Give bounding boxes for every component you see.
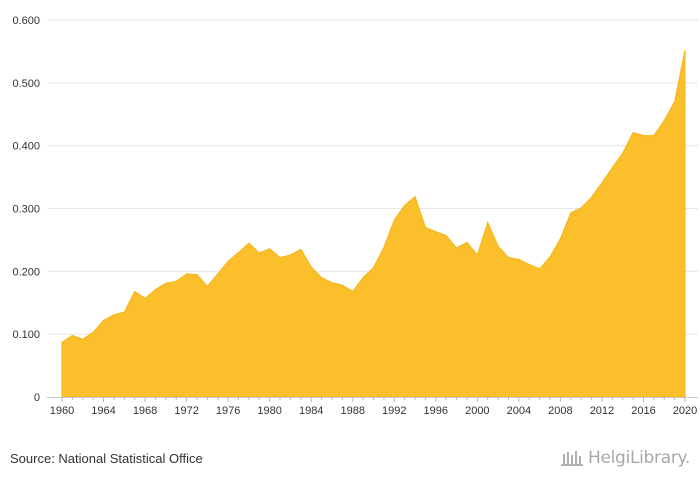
x-axis	[47, 397, 698, 402]
y-tick-label: 0.600	[12, 15, 40, 27]
x-tick-label: 1996	[424, 405, 448, 417]
x-tick-label: 1964	[91, 405, 115, 417]
x-tick-label: 2000	[465, 405, 489, 417]
x-tick-label: 1992	[382, 405, 406, 417]
y-tick-label: 0.200	[12, 266, 40, 278]
y-tick-label: 0.400	[12, 141, 40, 153]
y-tick-label: 0.100	[12, 329, 40, 341]
y-tick-label: 0	[34, 392, 40, 404]
area-series-fill	[61, 50, 686, 398]
brand-logo: HelgiLibrary.	[560, 448, 690, 468]
area-series	[61, 50, 686, 398]
x-tick-label: 1988	[340, 405, 364, 417]
x-tick-label: 2016	[631, 405, 655, 417]
brand-name: HelgiLibrary.	[587, 448, 690, 468]
x-tick-label: 2012	[590, 405, 614, 417]
x-tick-label: 2004	[507, 405, 531, 417]
x-tick-label: 1972	[174, 405, 198, 417]
x-tick-label: 2020	[673, 405, 697, 417]
y-axis-tick-labels: 0 0.100 0.200 0.300 0.400 0.500 0.600	[12, 15, 40, 404]
source-note: Source: National Statistical Office	[10, 451, 203, 466]
x-tick-label: 1968	[133, 405, 157, 417]
x-tick-label: 2008	[548, 405, 572, 417]
x-tick-label: 1984	[299, 405, 323, 417]
area-chart: 0 0.100 0.200 0.300 0.400 0.500 0.600 1960 1964…	[12, 15, 698, 417]
x-tick-label: 1980	[257, 405, 281, 417]
y-tick-label: 0.300	[12, 204, 40, 216]
x-axis-tick-labels: 1960 1964 1968 1972 1976 1980 1984 1988 1992 1996…	[50, 405, 697, 417]
x-tick-label: 1976	[216, 405, 240, 417]
y-tick-label: 0.500	[12, 78, 40, 90]
x-tick-label: 1960	[50, 405, 74, 417]
library-building-icon	[560, 451, 583, 466]
